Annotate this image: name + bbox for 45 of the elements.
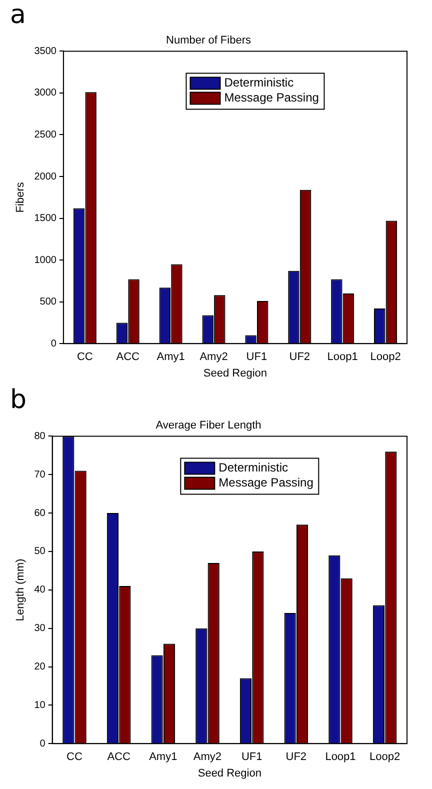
legend-label: Message Passing [224, 90, 319, 105]
x-tick-label: CC [76, 351, 93, 364]
x-axis-title: Seed Region [203, 367, 268, 380]
chart-title: Average Fiber Length [156, 420, 262, 432]
y-axis-title: Length (mm) [14, 558, 27, 622]
x-axis-title: Seed Region [198, 767, 262, 780]
y-axis-title: Fibers [14, 182, 27, 213]
x-tick-label: UF2 [289, 351, 310, 364]
x-tick-label: ACC [116, 351, 140, 364]
x-tick-label: UF2 [286, 751, 307, 764]
y-tick-label: 10 [34, 700, 46, 711]
y-tick-label: 20 [34, 662, 46, 672]
text: b [10, 385, 27, 415]
y-tick-label: 3500 [34, 46, 57, 57]
chart-title: Number of Fibers [166, 34, 252, 47]
x-tick-label: ACC [107, 751, 130, 764]
y-tick-label: 60 [34, 508, 46, 519]
y-tick-label: 40 [34, 584, 46, 596]
text: a [10, 0, 26, 30]
legend-label: Deterministic [218, 460, 288, 475]
x-tick-label: UF1 [246, 351, 268, 364]
y-tick-label: 1000 [34, 254, 57, 266]
legend-label: Message Passing [218, 476, 314, 490]
x-tick-label: Loop2 [370, 751, 400, 764]
x-tick-label: UF1 [241, 751, 262, 764]
x-tick-label: Amy1 [149, 751, 178, 764]
x-tick-label: Loop2 [370, 351, 401, 364]
y-tick-label: 70 [34, 469, 46, 480]
x-tick-label: Loop1 [325, 751, 356, 764]
y-tick-label: 50 [34, 546, 46, 558]
y-tick-label: 0 [50, 338, 57, 350]
y-tick-label: 0 [40, 738, 46, 750]
y-tick-label: 2000 [34, 171, 57, 182]
x-tick-label: CC [66, 751, 82, 764]
x-tick-label: Loop1 [327, 351, 358, 364]
x-tick-label: Amy2 [200, 351, 228, 364]
y-tick-label: 2500 [34, 129, 57, 140]
y-tick-label: 80 [34, 430, 46, 442]
x-tick-label: Amy1 [156, 351, 185, 364]
x-tick-label: Amy2 [193, 751, 222, 764]
y-tick-label: 500 [40, 296, 57, 308]
y-tick-label: 3000 [34, 88, 57, 99]
y-tick-label: 1500 [34, 213, 57, 224]
legend-label: Deterministic [224, 76, 294, 90]
y-tick-label: 30 [34, 623, 46, 634]
